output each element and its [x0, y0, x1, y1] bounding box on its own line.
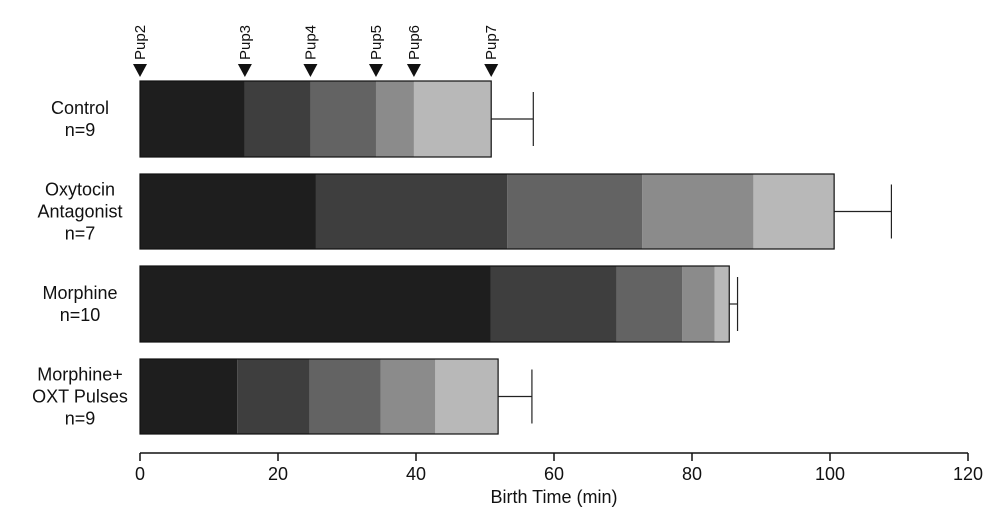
pup-marker-triangle-4: [406, 64, 421, 77]
x-axis: 0 20 40 60 80 100 120: [135, 452, 983, 484]
x-tick-label-0: 0: [135, 464, 145, 484]
bar-segment-g0-s1: [244, 81, 311, 157]
bar-segment-g0-s4: [413, 81, 492, 157]
group-label-g3-line2: n=9: [65, 409, 96, 429]
x-tick-label-4: 80: [682, 464, 702, 484]
x-tick-label-1: 20: [268, 464, 288, 484]
group-label-g0-line1: n=9: [65, 120, 96, 140]
bar-segment-g1-s4: [753, 174, 835, 249]
x-axis-title: Birth Time (min): [490, 487, 617, 507]
bar-segment-g2-s3: [682, 266, 715, 342]
bar-segment-g1-s2: [507, 174, 643, 249]
bar-segment-g2-s1: [490, 266, 617, 342]
bar-segment-g2-s2: [616, 266, 683, 342]
x-tick-label-2: 40: [406, 464, 426, 484]
group-label-g1-line0: Oxytocin: [45, 180, 115, 200]
pup-marker-label-4: Pup6: [406, 25, 423, 60]
group-label-g2-line0: Morphine: [42, 283, 117, 303]
group-label-g1-line1: Antagonist: [37, 202, 122, 222]
group-labels-layer: Controln=9OxytocinAntagonistn=7Morphinen…: [32, 98, 128, 429]
pup-marker-triangle-0: [133, 64, 147, 77]
bar-segment-g2-s0: [140, 266, 491, 342]
pup-marker-label-3: Pup5: [368, 25, 385, 60]
bar-segment-g1-s3: [642, 174, 754, 249]
bar-segment-g0-s0: [140, 81, 245, 157]
group-label-g3-line1: OXT Pulses: [32, 387, 128, 407]
x-tick-label-3: 60: [544, 464, 564, 484]
pup-marker-label-2: Pup4: [302, 25, 319, 60]
bars-layer: [139, 80, 835, 435]
bar-segment-g3-s1: [237, 359, 310, 434]
pup-marker-label-5: Pup7: [483, 25, 500, 60]
pup-markers-layer: Pup2 Pup3 Pup4 Pup5 Pup6 Pup7: [132, 25, 500, 77]
bar-segment-g3-s4: [435, 359, 499, 434]
error-bars-layer: [491, 92, 893, 424]
bar-segment-g3-s2: [309, 359, 381, 434]
bar-segment-g3-s0: [140, 359, 238, 434]
bar-segment-g1-s0: [140, 174, 316, 249]
bar-segment-g0-s2: [310, 81, 376, 157]
pup-marker-label-0: Pup2: [132, 25, 149, 60]
x-tick-label-6: 120: [953, 464, 983, 484]
group-label-g3-line0: Morphine+: [37, 365, 123, 385]
pup-marker-triangle-2: [303, 64, 318, 77]
pup-marker-triangle-3: [368, 64, 383, 77]
group-label-g0-line0: Control: [51, 98, 109, 118]
x-tick-label-5: 100: [815, 464, 845, 484]
group-label-g1-line2: n=7: [65, 224, 96, 244]
group-label-g2-line1: n=10: [60, 305, 101, 325]
bar-segment-g2-s4: [714, 266, 730, 342]
bar-segment-g3-s3: [380, 359, 436, 434]
pup-marker-triangle-5: [484, 64, 499, 77]
bar-segment-g0-s3: [375, 81, 414, 157]
pup-marker-label-1: Pup3: [237, 25, 254, 60]
bar-segment-g1-s1: [315, 174, 508, 249]
pup-marker-triangle-1: [237, 64, 252, 77]
